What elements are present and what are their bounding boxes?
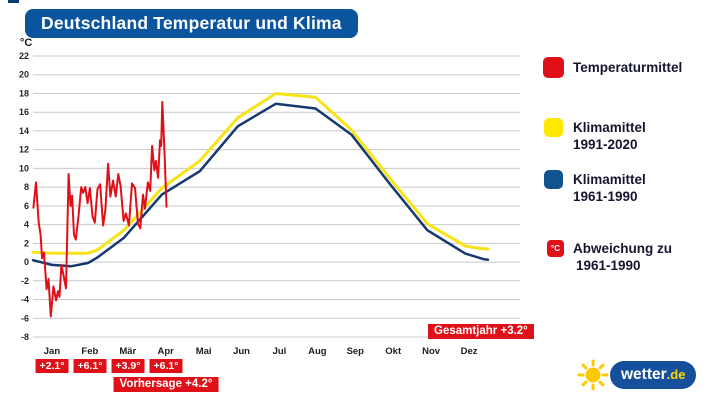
logo-pill: wetter.de <box>610 361 697 389</box>
svg-text:8: 8 <box>24 182 29 192</box>
svg-text:-2: -2 <box>21 276 29 286</box>
yellow-square-icon <box>544 118 563 137</box>
legend-label: Temperaturmittel <box>573 60 683 75</box>
sun-icon <box>577 359 609 391</box>
svg-text:14: 14 <box>19 126 29 136</box>
red-square-icon <box>543 57 564 78</box>
degrees-celsius-icon: °C <box>547 240 564 257</box>
svg-text:16: 16 <box>19 107 29 117</box>
series-line-1 <box>31 92 490 255</box>
y-axis-unit-label: °C <box>20 37 33 49</box>
anomaly-badge-feb: +6.1° <box>73 359 107 373</box>
anomaly-badge-jan: +2.1° <box>35 359 69 373</box>
svg-text:0: 0 <box>24 257 29 267</box>
anomaly-badge-apr: +6.1° <box>149 359 183 373</box>
svg-text:Mär: Mär <box>119 346 136 357</box>
total-year-badge: Gesamtjahr +3.2° <box>428 324 534 339</box>
logo-tld-text: .de <box>666 367 686 382</box>
legend-sublabel: 1961-1990 <box>573 189 638 204</box>
anomaly-badge-maer: +3.9° <box>111 359 145 373</box>
svg-text:10: 10 <box>19 163 29 173</box>
svg-text:Jan: Jan <box>44 346 61 357</box>
svg-text:-4: -4 <box>21 295 29 305</box>
legend-label: Abweichung zu <box>573 241 672 256</box>
svg-text:18: 18 <box>19 88 29 98</box>
svg-text:22: 22 <box>19 51 29 61</box>
svg-text:Apr: Apr <box>158 346 175 357</box>
svg-text:Feb: Feb <box>81 346 98 357</box>
svg-text:Jul: Jul <box>273 346 287 357</box>
svg-text:Mai: Mai <box>196 346 212 357</box>
svg-text:Nov: Nov <box>422 346 441 357</box>
wetter-de-logo: wetter.de <box>576 356 701 394</box>
legend-label: Klimamittel <box>573 120 646 135</box>
svg-text:12: 12 <box>19 145 29 155</box>
logo-brand-text: wetter <box>621 366 667 383</box>
svg-text:Aug: Aug <box>308 346 327 357</box>
svg-text:Jun: Jun <box>233 346 250 357</box>
legend-sublabel: 1991-2020 <box>573 137 638 152</box>
forecast-badge: Vorhersage +4.2° <box>113 377 219 392</box>
svg-text:Okt: Okt <box>385 346 402 357</box>
corner-strip <box>8 0 19 3</box>
svg-text:-8: -8 <box>21 332 29 342</box>
svg-text:6: 6 <box>24 201 29 211</box>
svg-text:2: 2 <box>24 238 29 248</box>
blue-square-icon <box>544 170 563 189</box>
legend-sublabel: 1961-1990 <box>576 258 641 273</box>
svg-text:Sep: Sep <box>347 346 365 357</box>
series-line-0 <box>32 100 168 318</box>
svg-text:Dez: Dez <box>461 346 478 357</box>
svg-text:20: 20 <box>19 70 29 80</box>
chart-legend: Temperaturmittel Klimamittel 1991-2020 K… <box>543 0 713 300</box>
series-line-2 <box>31 102 490 268</box>
svg-text:-6: -6 <box>21 313 29 323</box>
page-title: Deutschland Temperatur und Klima <box>25 9 358 38</box>
svg-text:4: 4 <box>24 220 29 230</box>
legend-label: Klimamittel <box>573 172 646 187</box>
